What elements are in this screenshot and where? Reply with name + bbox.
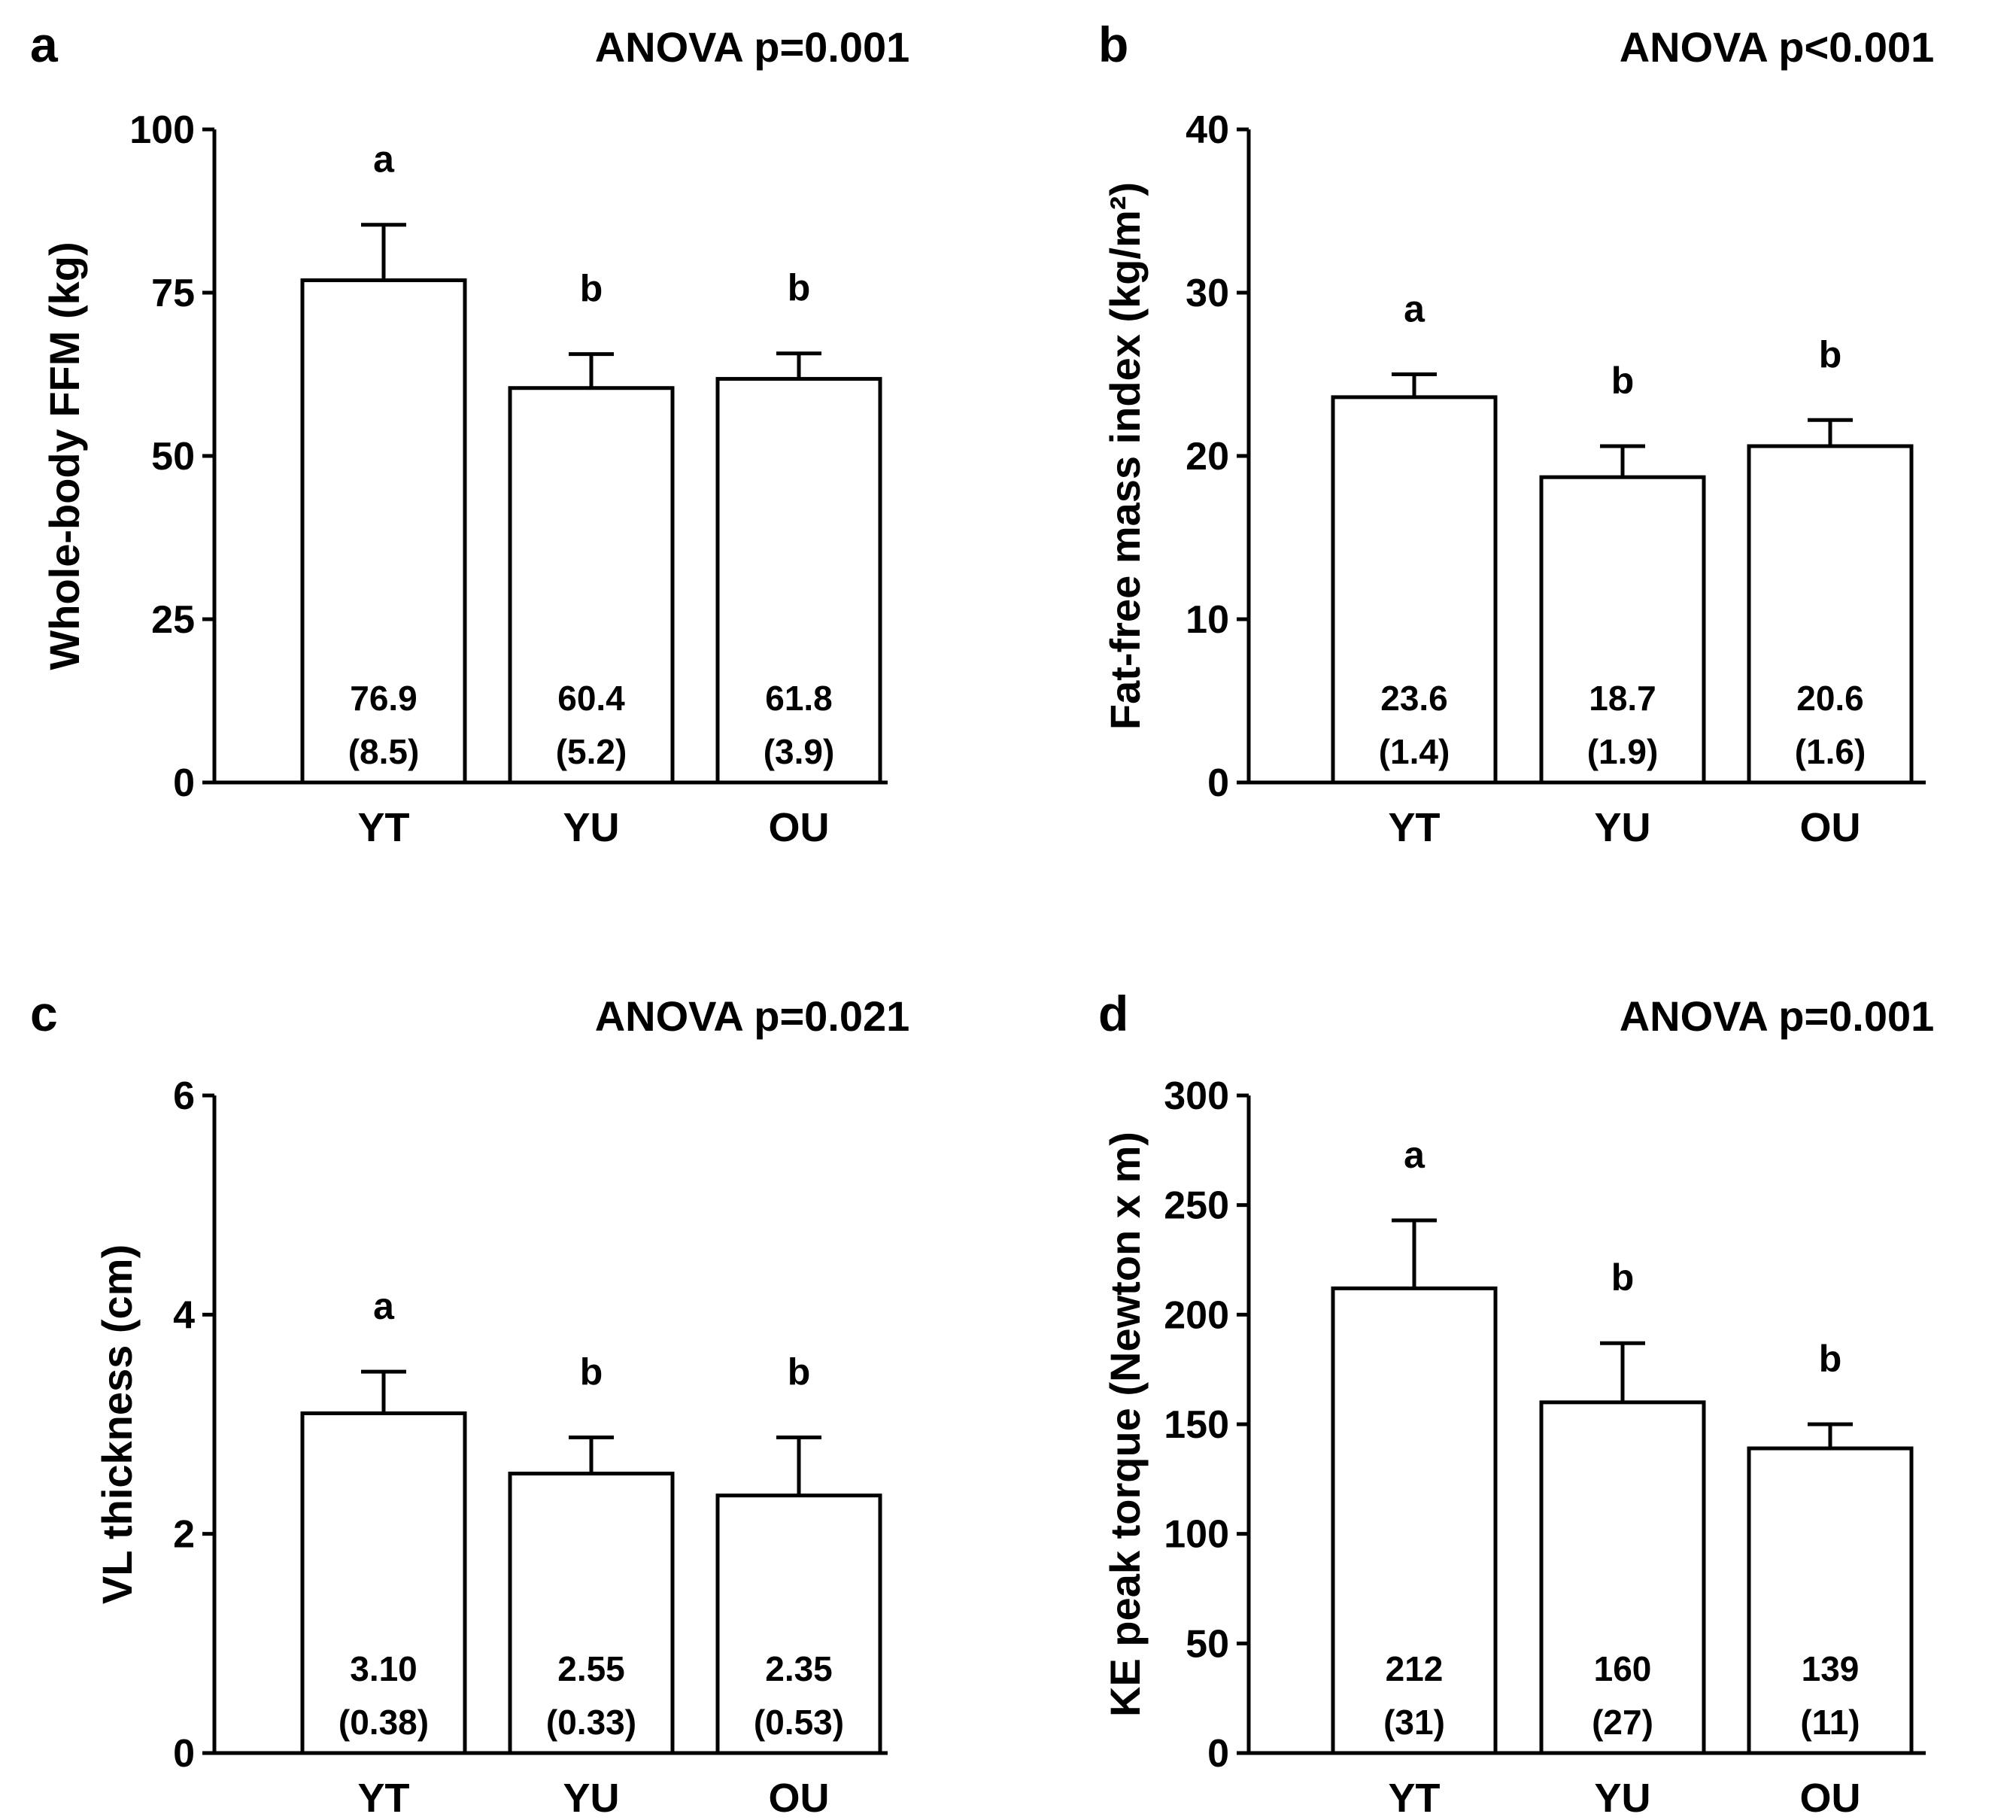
bar — [1747, 444, 1914, 785]
y-tick-label: 30 — [1186, 272, 1229, 315]
panel-letter: b — [1098, 17, 1128, 72]
bar-sd-label: (0.38) — [339, 1703, 429, 1742]
bar-value-label: 23.6 — [1380, 679, 1448, 718]
x-category-label: YU — [563, 1776, 619, 1820]
bar-sd-label: (27) — [1592, 1703, 1653, 1742]
y-tick-label: 4 — [173, 1293, 195, 1337]
bar — [508, 1472, 675, 1755]
bar — [1331, 395, 1498, 785]
bar-value-label: 61.8 — [765, 679, 833, 718]
panel-letter: a — [30, 17, 59, 72]
y-tick-label: 250 — [1164, 1184, 1229, 1228]
bar — [1539, 475, 1706, 785]
bar — [715, 377, 882, 785]
y-tick-label: 0 — [173, 1732, 195, 1776]
bar-sd-label: (31) — [1383, 1703, 1445, 1742]
y-axis-label: Whole-body FFM (kg) — [41, 242, 88, 670]
y-tick-label: 150 — [1164, 1403, 1229, 1447]
significance-letter: a — [1404, 288, 1425, 330]
panel-d: d ANOVA p=0.001 KE peak torque (Newton x m… — [1098, 986, 1934, 1820]
bar — [508, 386, 675, 785]
bar-sd-label: (5.2) — [556, 732, 627, 771]
significance-letter: b — [1819, 1338, 1842, 1380]
panel-b: b ANOVA p<0.001 Fat-free mass index (kg/m²… — [1098, 17, 1934, 850]
x-category-label: YT — [1388, 1776, 1440, 1820]
y-tick-label: 200 — [1164, 1293, 1229, 1337]
x-category-label: OU — [1800, 1776, 1861, 1820]
panel-a: a ANOVA p=0.001 Whole-body FFM (kg) 0 25 50 75… — [30, 17, 909, 850]
y-tick-label: 25 — [151, 598, 195, 642]
y-axis-label: Fat-free mass index (kg/m²) — [1101, 182, 1149, 730]
bar — [1331, 1286, 1498, 1755]
bar-value-label: 18.7 — [1589, 679, 1656, 718]
significance-letter: a — [373, 1285, 395, 1327]
bar-value-label: 2.55 — [557, 1649, 625, 1688]
x-category-label: YT — [357, 1776, 409, 1820]
y-tick-label: 50 — [1186, 1622, 1229, 1666]
significance-letter: b — [580, 1351, 603, 1393]
bar-sd-label: (3.9) — [764, 732, 835, 771]
panel-c: c ANOVA p=0.021 VL thickness (cm) 0 2 4 6 3.10 (… — [30, 986, 909, 1820]
bar-sd-label: (1.6) — [1795, 732, 1866, 771]
bar-value-label: 3.10 — [350, 1649, 417, 1688]
bar — [300, 278, 467, 785]
significance-letter: b — [1819, 333, 1842, 375]
y-tick-label: 2 — [173, 1513, 195, 1557]
x-category-label: YU — [1594, 1776, 1650, 1820]
y-tick-label: 10 — [1186, 598, 1229, 642]
bar-value-label: 2.35 — [765, 1649, 833, 1688]
y-tick-label: 100 — [1164, 1513, 1229, 1557]
significance-letter: b — [580, 268, 603, 310]
bar — [1747, 1446, 1914, 1755]
bar-value-label: 160 — [1594, 1649, 1652, 1688]
anova-title: ANOVA p=0.021 — [595, 992, 910, 1040]
anova-title: ANOVA p=0.001 — [1620, 992, 1935, 1040]
bar-sd-label: (0.33) — [546, 1703, 636, 1742]
bar-value-label: 139 — [1802, 1649, 1860, 1688]
bar — [1539, 1400, 1706, 1755]
significance-letter: b — [788, 267, 811, 309]
y-tick-label: 0 — [1207, 1732, 1229, 1776]
panel-letter: d — [1098, 986, 1128, 1041]
significance-letter: b — [788, 1351, 811, 1393]
y-tick-label: 40 — [1186, 108, 1229, 152]
bar-sd-label: (0.53) — [754, 1703, 844, 1742]
y-tick-label: 50 — [151, 435, 195, 479]
y-tick-label: 6 — [173, 1074, 195, 1118]
bar-value-label: 76.9 — [350, 679, 417, 718]
bar-value-label: 20.6 — [1796, 679, 1864, 718]
x-category-label: YT — [357, 805, 409, 850]
x-category-label: OU — [1800, 805, 1861, 850]
significance-letter: b — [1611, 360, 1635, 402]
bar — [300, 1411, 467, 1755]
bar-sd-label: (11) — [1800, 1703, 1860, 1742]
y-tick-label: 75 — [151, 272, 195, 315]
y-tick-label: 0 — [173, 761, 195, 805]
panel-letter: c — [30, 986, 58, 1041]
x-category-label: YU — [1594, 805, 1650, 850]
y-tick-label: 20 — [1186, 435, 1229, 479]
bar-sd-label: (8.5) — [348, 732, 420, 771]
significance-letter: a — [1404, 1134, 1425, 1176]
y-tick-label: 300 — [1164, 1074, 1229, 1118]
significance-letter: b — [1611, 1256, 1635, 1299]
x-category-label: OU — [769, 1776, 830, 1820]
bar-value-label: 212 — [1386, 1649, 1444, 1688]
anova-title: ANOVA p<0.001 — [1620, 23, 1935, 71]
y-tick-label: 100 — [129, 108, 195, 152]
y-axis-label: KE peak torque (Newton x m) — [1101, 1132, 1149, 1717]
anova-title: ANOVA p=0.001 — [595, 23, 910, 71]
significance-letter: a — [373, 138, 395, 181]
x-category-label: OU — [769, 805, 830, 850]
y-tick-label: 0 — [1207, 761, 1229, 805]
bar — [715, 1493, 882, 1755]
bar-sd-label: (1.4) — [1379, 732, 1450, 771]
x-category-label: YU — [563, 805, 619, 850]
bar-sd-label: (1.9) — [1587, 732, 1659, 771]
bar-value-label: 60.4 — [557, 679, 625, 718]
y-axis-label: VL thickness (cm) — [93, 1244, 141, 1604]
x-category-label: YT — [1388, 805, 1440, 850]
